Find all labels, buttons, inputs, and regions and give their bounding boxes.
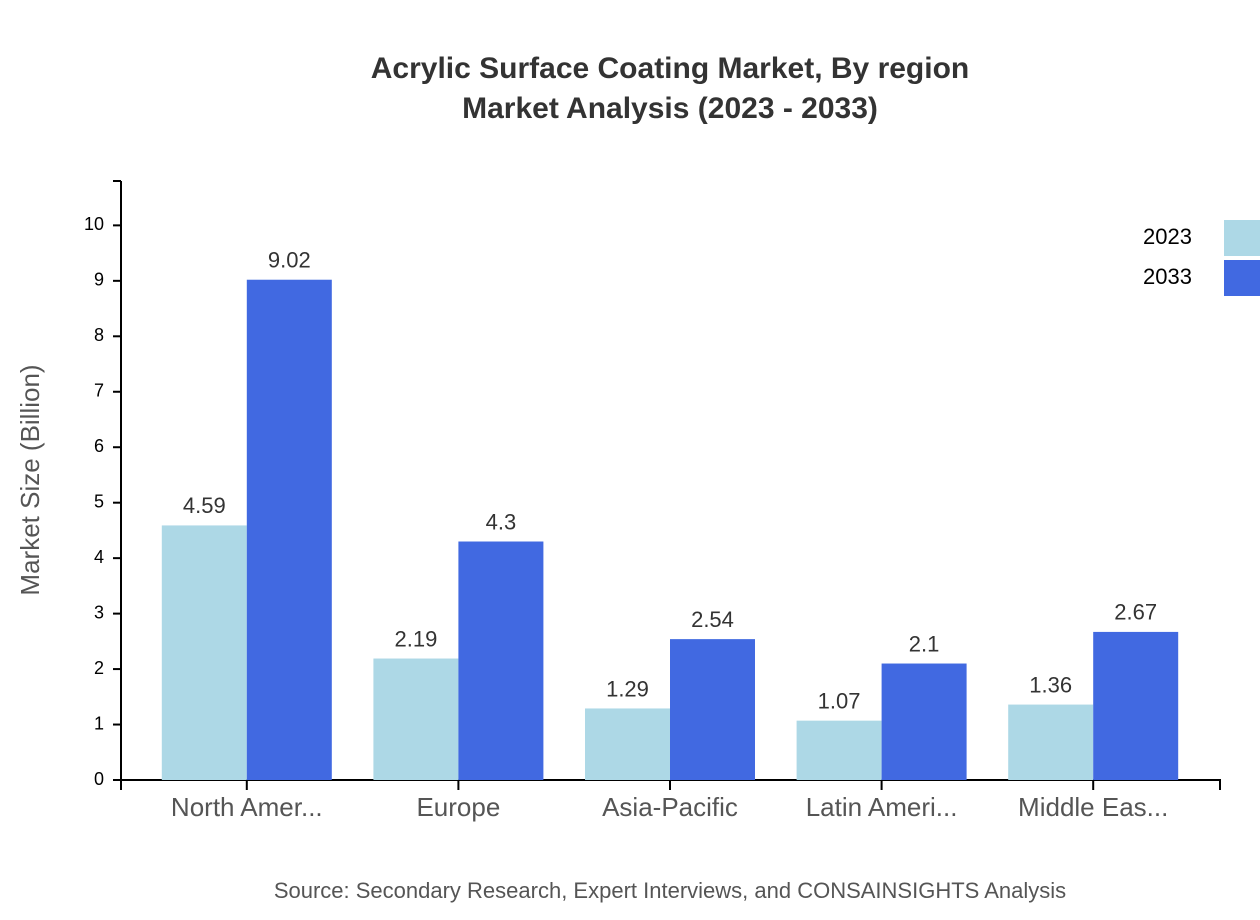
bar <box>458 541 544 780</box>
bar <box>670 639 755 780</box>
bar <box>246 279 332 780</box>
value-label: 1.07 <box>818 688 861 713</box>
y-tick-label: 4 <box>94 547 104 567</box>
bar <box>373 658 459 780</box>
bar <box>585 708 670 780</box>
x-tick-label: Asia-Pacific <box>602 792 738 822</box>
value-label: 2.67 <box>1114 600 1157 625</box>
chart-title: Acrylic Surface Coating Market, By regio… <box>371 52 970 85</box>
chart-subtitle: Market Analysis (2023 - 2033) <box>462 92 878 125</box>
bar <box>881 663 967 780</box>
y-tick-label: 5 <box>94 491 104 511</box>
value-label: 1.36 <box>1029 672 1072 697</box>
legend-label: 2033 <box>1143 264 1192 289</box>
value-label: 2.1 <box>909 631 940 656</box>
source-note: Source: Secondary Research, Expert Inter… <box>274 878 1066 903</box>
value-label: 9.02 <box>268 248 311 273</box>
x-tick-label: Latin Ameri... <box>806 792 958 822</box>
x-tick-label: Europe <box>416 792 500 822</box>
y-tick-label: 8 <box>94 325 104 345</box>
legend-swatch <box>1224 220 1260 256</box>
y-tick-label: 0 <box>94 769 104 789</box>
y-tick-label: 9 <box>94 270 104 290</box>
value-label: 2.19 <box>394 626 437 651</box>
legend-swatch <box>1224 260 1260 296</box>
y-tick-label: 6 <box>94 436 104 456</box>
bar <box>161 525 247 780</box>
bar <box>1093 631 1179 780</box>
bar <box>1008 704 1094 780</box>
y-tick-label: 3 <box>94 602 104 622</box>
y-tick-label: 7 <box>94 381 104 401</box>
x-tick-label: North Amer... <box>171 792 323 822</box>
bar <box>796 720 882 780</box>
y-tick-label: 10 <box>84 214 104 234</box>
value-label: 2.54 <box>691 607 734 632</box>
value-label: 4.59 <box>183 493 226 518</box>
value-label: 4.3 <box>486 509 517 534</box>
y-tick-label: 2 <box>94 658 104 678</box>
value-label: 1.29 <box>606 676 649 701</box>
y-axis-label: Market Size (Billion) <box>15 364 45 595</box>
x-tick-label: Middle Eas... <box>1018 792 1168 822</box>
legend-label: 2023 <box>1143 224 1192 249</box>
y-tick-label: 1 <box>94 713 104 733</box>
